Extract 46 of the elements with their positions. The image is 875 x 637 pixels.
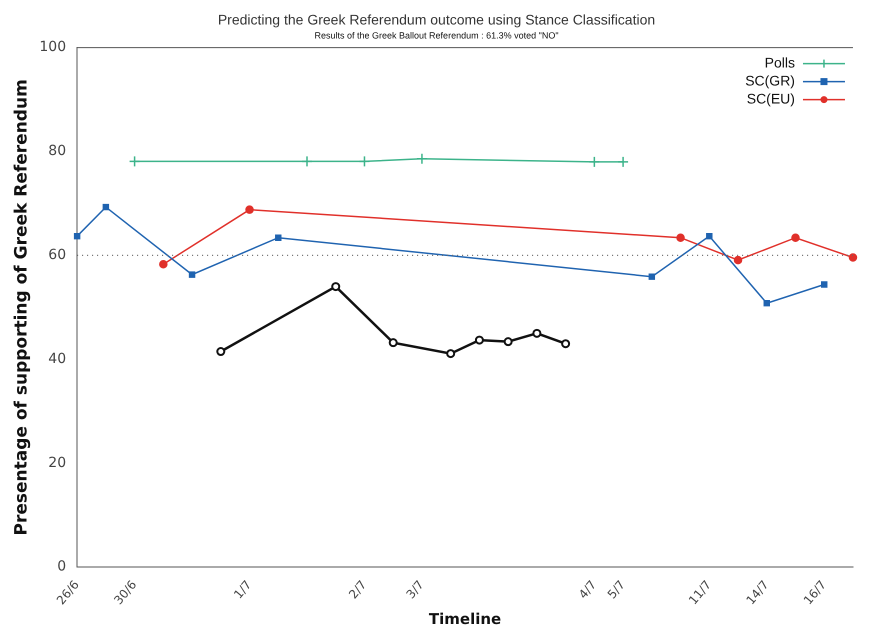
point [358,156,370,168]
point [588,156,600,168]
point [331,282,340,292]
x-tick-label: 2/7 [346,578,370,602]
y-tick-label: 100 [39,39,66,56]
point [102,204,110,210]
chart-title: Predicting the Greek Referendum outcome using Stance Classification [218,11,656,28]
y-axis-title: Presentage of supporting of Greek Referendum [12,79,32,536]
y-tick-label: 40 [48,350,66,367]
point [504,337,513,346]
x-tick-label: 1/7 [231,578,254,602]
point [648,273,656,280]
point [532,328,542,338]
chart-subtitle: Results of the Greek Ballout Referendum : 61.3% voted "NO" [314,30,559,41]
point [676,233,685,242]
point [474,336,484,345]
point [74,232,80,240]
legend-label: SC(GR) [745,72,795,88]
x-tick-label: 5/7 [604,578,628,602]
x-tick-label: 3/7 [403,578,427,602]
legend-label: SC(EU) [746,90,795,106]
point [216,347,226,356]
point [128,156,140,168]
point [188,271,196,278]
point [446,349,456,358]
y-tick-label: 20 [48,454,66,471]
point [301,156,313,168]
point [159,260,168,268]
point [388,338,398,348]
point [416,153,428,165]
point [821,281,828,288]
legend-label: Polls [764,54,795,70]
point [764,300,770,306]
point [617,156,629,168]
point [275,234,282,241]
point [734,256,742,264]
x-tick-label: 4/7 [576,578,600,602]
y-tick-label: 60 [48,247,66,264]
y-tick-label: 0 [57,558,66,575]
x-axis-title: Timeline [428,610,502,628]
point [848,253,858,262]
point [245,205,254,214]
y-tick-label: 80 [48,143,66,160]
point [706,232,713,240]
point [561,339,570,348]
point [791,233,800,242]
